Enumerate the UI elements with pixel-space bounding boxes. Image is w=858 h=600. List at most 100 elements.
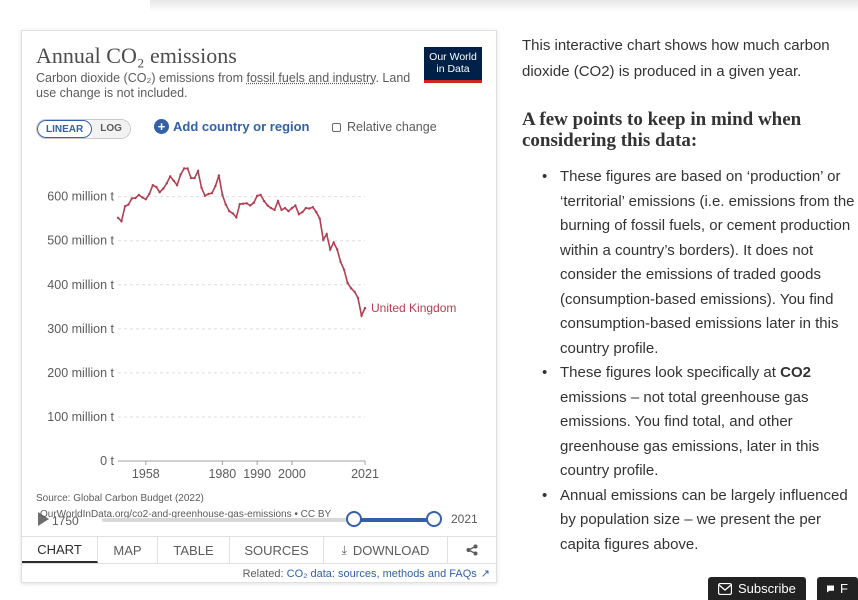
y-tick-label: 200 million t bbox=[47, 366, 114, 380]
timeline: OurWorldInData.org/co2-and-greenhouse-ga… bbox=[34, 509, 494, 533]
line-chart: 0 t 100 million t 200 million t 300 million… bbox=[47, 167, 456, 481]
data-point bbox=[290, 206, 294, 210]
data-point bbox=[311, 206, 314, 209]
share-icon bbox=[466, 544, 478, 556]
x-tick-label: 1980 bbox=[208, 467, 236, 481]
feedback-button[interactable]: F bbox=[817, 577, 858, 600]
data-point bbox=[186, 167, 189, 170]
timeline-range bbox=[354, 518, 434, 522]
data-point bbox=[134, 196, 137, 200]
bullet-item-2: These figures look specifically at CO2 e… bbox=[542, 361, 858, 484]
data-point bbox=[221, 193, 224, 197]
bullet-2-bold: CO2 bbox=[780, 364, 811, 381]
data-point bbox=[363, 306, 367, 310]
subtitle-link[interactable]: fossil fuels and industry bbox=[246, 71, 376, 85]
data-point bbox=[196, 169, 200, 173]
related-link[interactable]: CO₂ data: sources, methods and FAQs bbox=[286, 568, 477, 580]
data-point bbox=[356, 296, 360, 300]
data-point bbox=[207, 192, 210, 196]
data-point bbox=[273, 208, 276, 212]
source-url[interactable]: OurWorldInData.org/co2-and-greenhouse-ga… bbox=[40, 509, 332, 520]
x-tick-label: 1958 bbox=[132, 467, 160, 481]
relative-change-toggle[interactable]: Relative change bbox=[332, 120, 437, 134]
bullet-2-text-2: emissions – not total greenhouse gas emi… bbox=[560, 388, 820, 480]
data-point bbox=[242, 202, 245, 205]
data-point bbox=[283, 206, 287, 210]
series-line bbox=[117, 167, 366, 319]
scale-linear-button[interactable]: LINEAR bbox=[37, 120, 93, 138]
data-point bbox=[175, 184, 179, 187]
data-point bbox=[336, 248, 339, 251]
y-tick-label: 400 million t bbox=[47, 278, 114, 292]
timeline-track[interactable] bbox=[102, 518, 434, 522]
data-point bbox=[116, 216, 120, 219]
timeline-start-handle[interactable] bbox=[346, 511, 362, 527]
data-point bbox=[162, 187, 165, 190]
data-point bbox=[304, 206, 308, 210]
data-point bbox=[315, 210, 318, 214]
data-point bbox=[210, 191, 214, 195]
data-point bbox=[120, 220, 123, 223]
data-point bbox=[252, 201, 255, 204]
data-point bbox=[308, 207, 311, 210]
data-point bbox=[182, 167, 186, 170]
data-point bbox=[155, 185, 158, 189]
article-bullets: These figures are based on ‘production’ … bbox=[522, 165, 858, 557]
data-point bbox=[339, 260, 342, 264]
data-point bbox=[193, 176, 196, 180]
data-point bbox=[329, 248, 332, 251]
data-point bbox=[235, 216, 238, 219]
scale-log-button[interactable]: LOG bbox=[92, 120, 130, 138]
add-country-label: Add country or region bbox=[173, 119, 310, 134]
data-point bbox=[179, 173, 182, 176]
data-point bbox=[342, 268, 346, 271]
related-link-row: Related: CO₂ data: sources, methods and … bbox=[243, 567, 490, 580]
timeline-start-label: 1750 bbox=[52, 514, 79, 528]
data-point bbox=[332, 241, 335, 244]
tab-download[interactable]: ⤓ DOWNLOAD bbox=[324, 537, 448, 563]
article-column: This interactive chart shows how much ca… bbox=[522, 33, 858, 557]
data-point bbox=[245, 202, 248, 205]
timeline-end-handle[interactable] bbox=[426, 511, 442, 527]
timeline-end-label: 2021 bbox=[451, 512, 478, 526]
data-point bbox=[189, 176, 193, 180]
article-heading: A few points to keep in mind when consid… bbox=[522, 109, 802, 151]
x-tick-label: 1990 bbox=[243, 467, 271, 481]
data-point bbox=[297, 213, 301, 216]
data-point bbox=[151, 184, 154, 187]
tab-chart[interactable]: CHART bbox=[22, 537, 98, 563]
data-point bbox=[148, 192, 151, 196]
envelope-icon bbox=[718, 582, 732, 595]
data-point bbox=[266, 204, 269, 207]
add-country-button[interactable]: + Add country or region bbox=[154, 119, 310, 134]
data-point bbox=[353, 290, 356, 293]
subscribe-button[interactable]: Subscribe bbox=[708, 577, 806, 600]
logo-line-1: Our World bbox=[429, 51, 477, 63]
data-point bbox=[203, 194, 207, 197]
tab-sources[interactable]: SOURCES bbox=[230, 537, 324, 563]
scale-toggle: LINEAR LOG bbox=[36, 119, 131, 139]
tab-table[interactable]: TABLE bbox=[158, 537, 230, 563]
owid-logo[interactable]: Our World in Data bbox=[424, 47, 482, 83]
data-point bbox=[224, 203, 227, 206]
data-point bbox=[280, 208, 283, 212]
relative-change-checkbox[interactable] bbox=[332, 122, 341, 132]
tab-map[interactable]: MAP bbox=[98, 537, 158, 563]
download-icon: ⤓ bbox=[341, 542, 347, 557]
subscribe-label: Subscribe bbox=[738, 581, 796, 596]
data-point bbox=[269, 206, 273, 210]
bullet-item-3: Annual emissions can be largely influenc… bbox=[542, 484, 858, 558]
feedback-label: F bbox=[840, 581, 848, 596]
data-point bbox=[249, 204, 252, 207]
header-shadow bbox=[150, 0, 858, 12]
data-point bbox=[360, 314, 363, 317]
data-point bbox=[214, 184, 217, 188]
data-point bbox=[165, 182, 168, 185]
play-icon[interactable] bbox=[38, 512, 49, 526]
related-prefix: Related: bbox=[242, 568, 287, 580]
y-tick-label: 300 million t bbox=[47, 322, 114, 336]
share-button[interactable] bbox=[448, 537, 496, 563]
data-point bbox=[349, 287, 353, 290]
subtitle-text-2: . Land use change is not included. bbox=[36, 71, 411, 100]
external-link-icon[interactable]: ↗ bbox=[480, 568, 490, 580]
